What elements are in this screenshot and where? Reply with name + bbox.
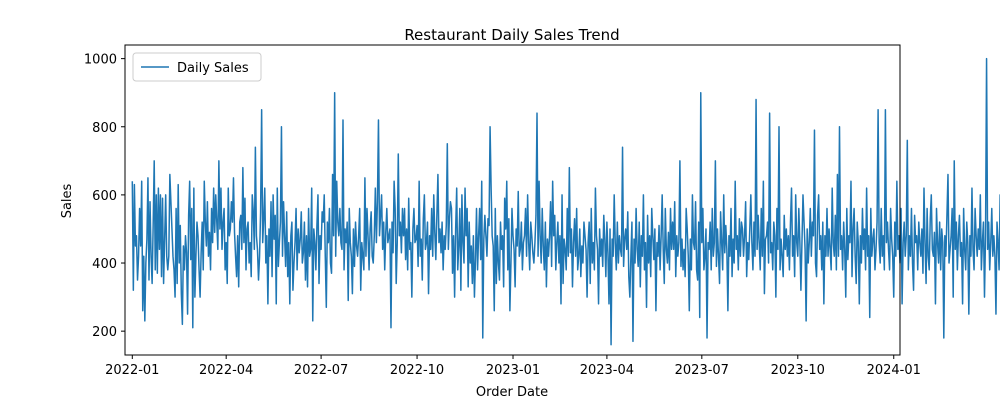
y-axis-label: Sales — [60, 183, 75, 218]
y-tick-label: 1000 — [84, 53, 117, 68]
x-axis-label: Order Date — [476, 385, 548, 400]
series-line-0 — [131, 57, 1000, 346]
y-tick-label: 800 — [92, 121, 117, 136]
y-tick-label: 200 — [92, 325, 117, 340]
x-tick-label: 2023-07 — [675, 363, 729, 378]
x-tick-label: 2022-01 — [105, 363, 159, 378]
plot-area — [124, 44, 1000, 356]
legend: Daily Sales — [132, 52, 262, 82]
x-tick-label: 2022-10 — [390, 363, 444, 378]
y-tick-label: 600 — [92, 189, 117, 204]
x-tick-label: 2023-10 — [771, 363, 825, 378]
axis-ticks: 2022-01 2022-04 2022-07 2022-10 2023-01 2023-… — [84, 53, 921, 378]
legend-entry: Daily Sales — [177, 61, 249, 76]
x-tick-label: 2024-01 — [867, 363, 921, 378]
x-tick-label: 2023-04 — [580, 363, 634, 378]
x-tick-label: 2023-01 — [486, 363, 540, 378]
x-tick-label: 2022-07 — [294, 363, 348, 378]
chart-title: Restaurant Daily Sales Trend — [404, 26, 619, 44]
plot-frame — [124, 44, 901, 356]
x-tick-label: 2022-04 — [199, 363, 253, 378]
legend-box — [132, 52, 262, 82]
y-tick-label: 400 — [92, 257, 117, 272]
